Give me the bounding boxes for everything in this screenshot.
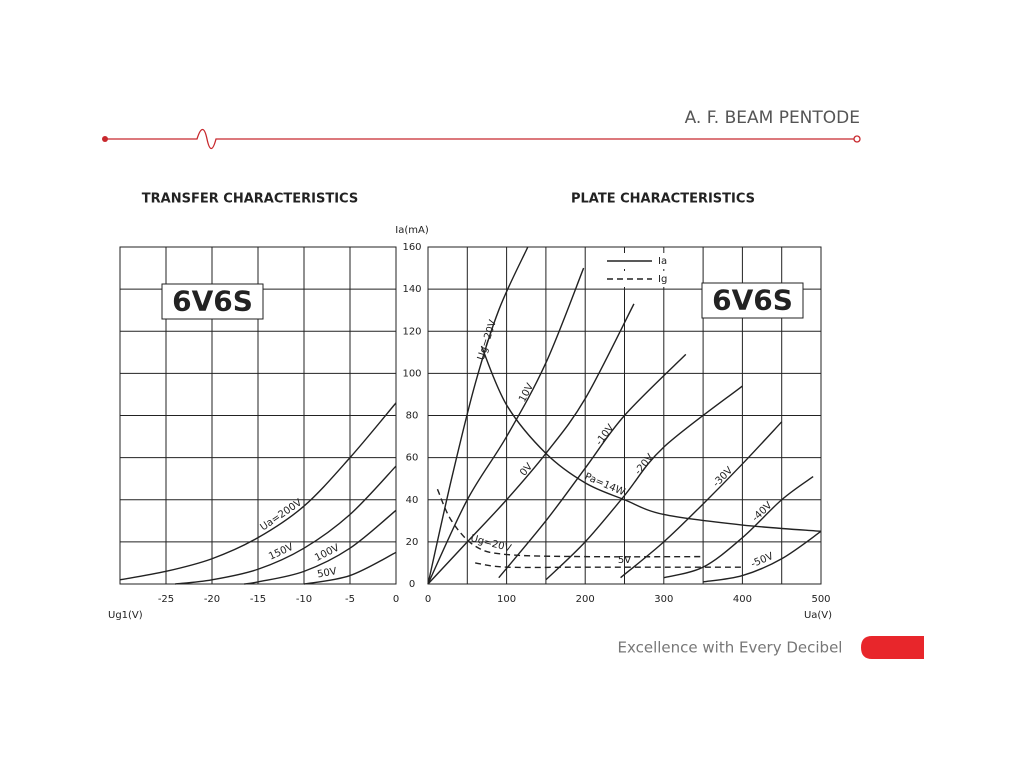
curve-label: -50V (749, 551, 775, 570)
rule-dot (102, 136, 108, 142)
curve (702, 530, 822, 583)
x-tick-label: 0 (425, 594, 431, 605)
curve (436, 488, 704, 558)
x-axis-label: Ua(V) (804, 610, 832, 621)
y-tick-label: 160 (402, 242, 421, 253)
curve (175, 465, 397, 585)
y-tick-label: 60 (406, 453, 419, 464)
curve-label: 5V (618, 555, 631, 566)
y-tick-label: 80 (406, 411, 419, 422)
footer-tab (861, 636, 924, 659)
curve (480, 345, 822, 533)
curve-label: -40V (750, 500, 774, 524)
x-tick-label: -15 (250, 594, 266, 605)
header-rule (102, 128, 861, 150)
badge-text: 6V6S (172, 285, 253, 318)
curve-label: 0V (518, 461, 535, 478)
x-tick-label: 300 (654, 594, 673, 605)
legend-label: Ia (658, 256, 667, 267)
y-tick-label: 120 (402, 326, 421, 337)
curve-label: 10V (517, 382, 536, 405)
y-axis-label: Ia(mA) (395, 225, 429, 236)
curve (427, 303, 635, 585)
x-tick-label: -20 (204, 594, 220, 605)
curve-label: Ua=200V (258, 497, 304, 533)
x-tick-label: -25 (158, 594, 174, 605)
badge-box (701, 282, 804, 319)
x-tick-label: -10 (296, 594, 312, 605)
curve-label: -10V (594, 422, 617, 447)
curve (119, 402, 397, 581)
badge: 6V6S (701, 282, 804, 319)
x-tick-label: 100 (497, 594, 516, 605)
curve (498, 353, 687, 579)
curve (663, 476, 814, 579)
chart-title: PLATE CHARACTERISTICS (571, 192, 755, 207)
x-tick-label: 400 (733, 594, 752, 605)
curve (244, 509, 397, 585)
curve-label: -30V (711, 465, 735, 489)
curve (303, 551, 397, 585)
curve-label: Ug=20V (469, 533, 512, 554)
x-tick-label: 0 (393, 594, 399, 605)
footer-tagline: Excellence with Every Decibel (618, 639, 843, 657)
badge: 6V6S (161, 283, 264, 320)
curve-label: 50V (316, 566, 337, 580)
x-tick-label: -5 (345, 594, 355, 605)
header-title: A. F. BEAM PENTODE (685, 108, 860, 128)
curve (427, 246, 529, 585)
y-tick-label: 140 (402, 284, 421, 295)
curve (620, 421, 783, 579)
legend-label: Ig (658, 274, 667, 285)
x-tick-label: 500 (811, 594, 830, 605)
curve-label: Ug=20V (476, 319, 499, 362)
chart-title: TRANSFER CHARACTERISTICS (142, 192, 358, 207)
curve-label: -20V (633, 452, 656, 477)
rule-dot (853, 135, 861, 143)
x-tick-label: 200 (576, 594, 595, 605)
curve (475, 562, 743, 569)
y-tick-label: 100 (402, 368, 421, 379)
badge-box (161, 283, 264, 320)
curve (427, 267, 585, 585)
y-tick-label: 40 (406, 495, 419, 506)
x-axis-label: Ug1(V) (108, 610, 143, 621)
red-line (105, 128, 857, 150)
badge-text: 6V6S (712, 284, 793, 317)
y-tick-label: 20 (406, 537, 419, 548)
y-tick-label: 0 (409, 579, 415, 590)
curve (545, 385, 743, 581)
